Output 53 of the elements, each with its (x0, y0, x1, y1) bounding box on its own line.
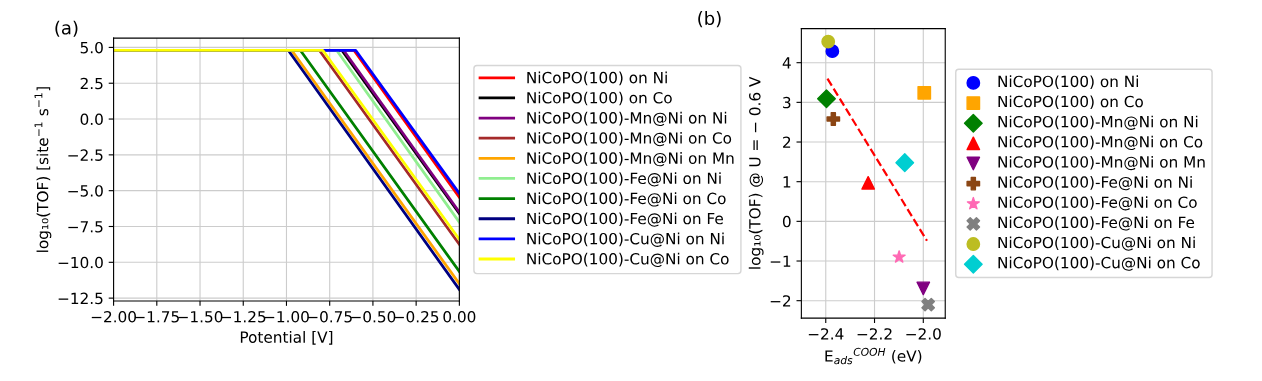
y-tick-label: 1 (783, 176, 791, 188)
y-axis-title: log₁₀(TOF) [site$^{−1}$ s$^{−1}$] (34, 87, 52, 252)
text: (b) (698, 11, 721, 28)
legend-label: NiCoPO(100)-Fe@Ni on Ni (527, 172, 721, 187)
legend-label: NiCoPO(100)-Cu@Ni on Co (998, 256, 1200, 271)
y-tick-label: 3 (783, 96, 791, 109)
y-tick-label: −5.0 (68, 185, 103, 197)
legend-label: NiCoPO(100)-Fe@Ni on Fe (998, 216, 1195, 231)
legend-label: NiCoPO(100)-Fe@Ni on Fe (527, 212, 723, 227)
y-axis-title: log₁₀(TOF) @ U = − 0.6 V (748, 76, 764, 269)
x-tick-label: 0.00 (443, 310, 476, 323)
x-axis-title: Potential [V] (240, 331, 333, 345)
legend-label: NiCoPO(100) on Co (527, 91, 672, 106)
x-tick-label: −0.50 (351, 310, 396, 323)
legend-label: NiCoPO(100)-Cu@Ni on Ni (527, 232, 724, 247)
y-tick-label: −7.5 (68, 221, 103, 233)
legend-label: NiCoPO(100)-Cu@Ni on Ni (998, 236, 1195, 251)
y-tick-label: 2 (783, 136, 791, 148)
legend-label: NiCoPO(100)-Mn@Ni on Co (527, 131, 732, 147)
legend-label: NiCoPO(100) on Ni (998, 75, 1138, 89)
x-tick-label: −2.00 (91, 310, 136, 323)
y-tick-label: −2.5 (68, 149, 103, 161)
x-axis-title: E$_{ads}$$^{COOH}$ (eV) (825, 347, 922, 365)
y-tick-label: −10.0 (58, 256, 103, 269)
legend-label: NiCoPO(100)-Fe@Ni on Ni (998, 176, 1192, 191)
x-tick-label: −1.00 (264, 310, 309, 323)
y-tick-label: 2.5 (80, 77, 103, 90)
legend-label: NiCoPO(100) on Co (998, 95, 1143, 110)
legend-label: NiCoPO(100)-Mn@Ni on Ni (998, 115, 1198, 130)
y-tick-label: −2 (770, 295, 791, 307)
y-tick-label: 0.0 (80, 113, 103, 126)
legend-label: NiCoPO(100)-Mn@Ni on Mn (998, 155, 1205, 171)
x-tick-label: −0.75 (307, 310, 352, 323)
y-tick-label: 0 (782, 215, 791, 228)
legend-label: NiCoPO(100) on Ni (527, 71, 667, 86)
x-tick-label: −1.50 (178, 310, 223, 323)
legend-label: NiCoPO(100)-Mn@Ni on Co (998, 135, 1203, 151)
legend-label: NiCoPO(100)-Cu@Ni on Co (527, 252, 729, 268)
legend-label: NiCoPO(100)-Mn@Ni on Mn (527, 152, 734, 167)
x-tick-label: −2.0 (906, 328, 941, 340)
text: (a) (55, 20, 78, 37)
x-tick-label: −2.2 (857, 328, 892, 340)
legend-label: NiCoPO(100)-Fe@Ni on Co (527, 192, 726, 207)
x-tick-label: −0.25 (394, 310, 439, 323)
x-tick-label: −1.75 (135, 311, 179, 323)
legend-label: NiCoPO(100)-Mn@Ni on Ni (527, 111, 727, 127)
y-tick-label: 5.0 (80, 41, 103, 54)
x-tick-label: −2.4 (808, 328, 844, 340)
y-tick-label: −12.5 (58, 292, 103, 305)
x-tick-label: −1.25 (221, 310, 266, 323)
y-tick-label: 4 (782, 57, 791, 69)
y-tick-label: −1 (770, 255, 791, 267)
legend-label: NiCoPO(100)-Fe@Ni on Co (998, 196, 1197, 211)
